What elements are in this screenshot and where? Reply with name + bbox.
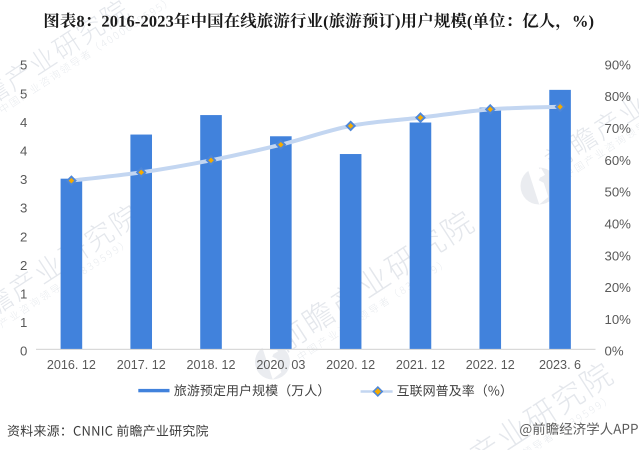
svg-text:2020. 03: 2020. 03 <box>256 358 305 372</box>
svg-text:5: 5 <box>20 86 27 101</box>
svg-text:2: 2 <box>20 229 27 244</box>
svg-text:2023. 6: 2023. 6 <box>539 358 581 372</box>
svg-text:3: 3 <box>20 172 27 187</box>
svg-text:2021. 12: 2021. 12 <box>396 358 445 372</box>
svg-text:60%: 60% <box>605 153 632 168</box>
svg-text:70%: 70% <box>605 121 632 136</box>
svg-text:2017. 12: 2017. 12 <box>117 358 166 372</box>
svg-text:2018. 12: 2018. 12 <box>187 358 236 372</box>
svg-text:2022. 12: 2022. 12 <box>466 358 515 372</box>
svg-text:20%: 20% <box>605 280 632 295</box>
svg-text:0: 0 <box>20 344 27 359</box>
svg-text:0%: 0% <box>605 344 624 359</box>
svg-text:3: 3 <box>20 201 27 216</box>
svg-text:2016. 12: 2016. 12 <box>47 358 96 372</box>
svg-text:1: 1 <box>20 287 27 302</box>
svg-text:40%: 40% <box>605 216 632 231</box>
svg-text:10%: 10% <box>605 312 632 327</box>
svg-text:2: 2 <box>20 258 27 273</box>
svg-text:4: 4 <box>20 115 27 130</box>
svg-text:90%: 90% <box>605 57 632 72</box>
svg-text:80%: 80% <box>605 89 632 104</box>
svg-text:4: 4 <box>20 144 27 159</box>
svg-text:5: 5 <box>20 58 27 73</box>
svg-text:2020. 12: 2020. 12 <box>326 358 375 372</box>
svg-text:1: 1 <box>20 315 27 330</box>
svg-text:30%: 30% <box>605 248 632 263</box>
svg-text:50%: 50% <box>605 185 632 200</box>
